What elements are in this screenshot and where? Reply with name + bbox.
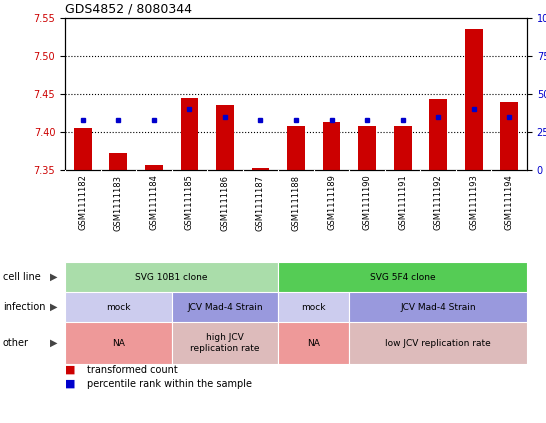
Bar <box>65 262 278 292</box>
Bar <box>278 292 349 322</box>
Bar <box>500 102 518 170</box>
Bar <box>74 128 92 170</box>
Bar <box>171 292 278 322</box>
Text: other: other <box>3 338 29 348</box>
Bar <box>109 153 127 170</box>
Text: ▶: ▶ <box>50 272 58 282</box>
Text: JCV Mad-4 Strain: JCV Mad-4 Strain <box>187 302 263 311</box>
Text: percentile rank within the sample: percentile rank within the sample <box>87 379 252 389</box>
Bar <box>65 322 171 364</box>
Text: transformed count: transformed count <box>87 365 177 375</box>
Text: ▶: ▶ <box>50 302 58 312</box>
Bar <box>323 122 340 170</box>
Text: mock: mock <box>301 302 326 311</box>
Text: high JCV
replication rate: high JCV replication rate <box>190 333 260 353</box>
Text: SVG 5F4 clone: SVG 5F4 clone <box>370 272 435 281</box>
Text: ■: ■ <box>65 365 75 375</box>
Bar <box>171 322 278 364</box>
Bar <box>429 99 447 170</box>
Text: GSM1111186: GSM1111186 <box>221 175 229 231</box>
Text: SVG 10B1 clone: SVG 10B1 clone <box>135 272 208 281</box>
Text: GDS4852 / 8080344: GDS4852 / 8080344 <box>65 3 192 16</box>
Bar <box>252 168 269 170</box>
Text: GSM1111190: GSM1111190 <box>363 175 372 231</box>
Text: GSM1111182: GSM1111182 <box>78 175 87 231</box>
Text: mock: mock <box>106 302 130 311</box>
Bar <box>349 322 527 364</box>
Text: GSM1111187: GSM1111187 <box>256 175 265 231</box>
Text: GSM1111185: GSM1111185 <box>185 175 194 231</box>
Text: GSM1111191: GSM1111191 <box>398 175 407 231</box>
Bar <box>349 292 527 322</box>
Text: ■: ■ <box>65 379 75 389</box>
Bar <box>216 105 234 170</box>
Bar <box>465 30 483 170</box>
Text: cell line: cell line <box>3 272 40 282</box>
Bar <box>181 98 198 170</box>
Text: GSM1111193: GSM1111193 <box>469 175 478 231</box>
Text: GSM1111188: GSM1111188 <box>292 175 300 231</box>
Text: low JCV replication rate: low JCV replication rate <box>385 338 491 348</box>
Text: GSM1111192: GSM1111192 <box>434 175 443 231</box>
Bar <box>278 262 527 292</box>
Text: GSM1111189: GSM1111189 <box>327 175 336 231</box>
Bar <box>278 322 349 364</box>
Bar <box>358 126 376 170</box>
Bar <box>287 126 305 170</box>
Bar <box>145 165 163 170</box>
Text: ▶: ▶ <box>50 338 58 348</box>
Text: infection: infection <box>3 302 45 312</box>
Text: NA: NA <box>112 338 124 348</box>
Text: GSM1111183: GSM1111183 <box>114 175 123 231</box>
Bar <box>65 292 171 322</box>
Text: GSM1111184: GSM1111184 <box>150 175 158 231</box>
Text: GSM1111194: GSM1111194 <box>505 175 514 231</box>
Text: NA: NA <box>307 338 320 348</box>
Bar <box>394 126 412 170</box>
Text: JCV Mad-4 Strain: JCV Mad-4 Strain <box>400 302 476 311</box>
